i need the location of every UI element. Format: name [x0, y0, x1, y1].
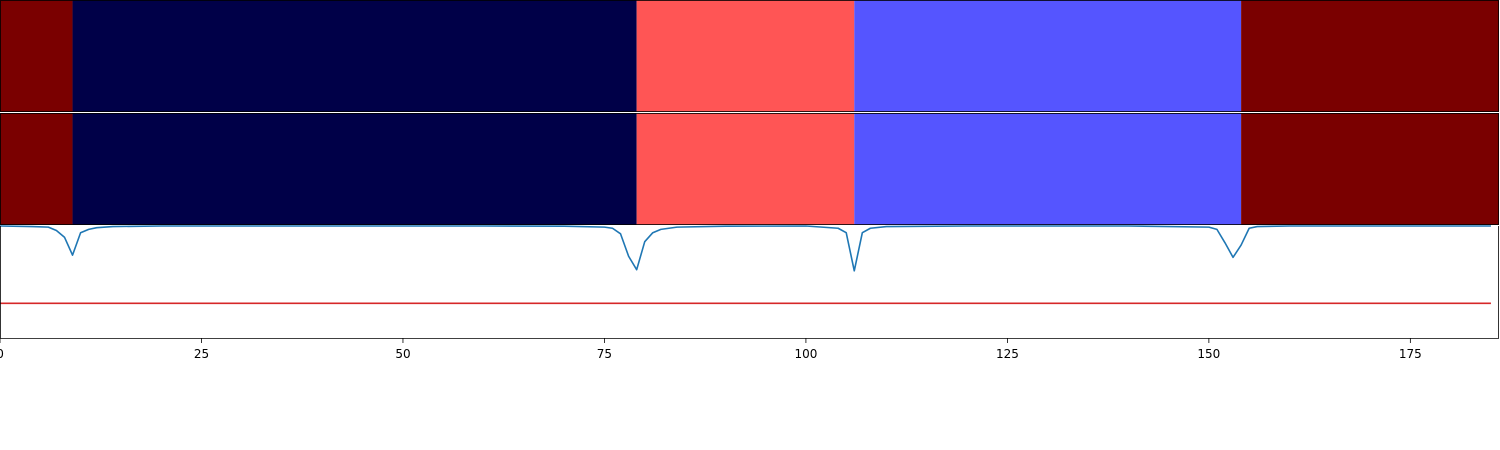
segments-bottom-segment-2 [636, 113, 855, 225]
signal-panel [0, 225, 1499, 339]
x-tick-label-7: 175 [1399, 347, 1422, 361]
segments-top-segment-2 [636, 0, 855, 112]
x-tick-label-4: 100 [794, 347, 817, 361]
segments-top-segment-3 [854, 0, 1242, 112]
segments-top-frame [0, 0, 1499, 112]
segments-bottom-segment-1 [72, 113, 637, 225]
x-tick-label-3: 75 [597, 347, 612, 361]
segments-bottom-frame [0, 113, 1499, 225]
signal-series-line-0 [0, 225, 1491, 272]
x-tick-label-1: 25 [194, 347, 209, 361]
segments-bottom-segment-0 [0, 113, 73, 225]
x-tick-label-6: 150 [1197, 347, 1220, 361]
segment-panel-top [0, 0, 1499, 112]
segments-bottom-segment-4 [1241, 113, 1499, 225]
x-axis: 0 25 50 75 100 125 150 175 [0, 338, 1422, 361]
segments-top-segment-4 [1241, 0, 1499, 112]
x-tick-label-2: 50 [395, 347, 410, 361]
x-tick-label-5: 125 [996, 347, 1019, 361]
segment-panel-bottom [0, 113, 1499, 225]
segments-top-segment-0 [0, 0, 73, 112]
segments-bottom-segment-3 [854, 113, 1242, 225]
segments-top-segment-1 [72, 0, 637, 112]
x-tick-label-0: 0 [0, 347, 4, 361]
